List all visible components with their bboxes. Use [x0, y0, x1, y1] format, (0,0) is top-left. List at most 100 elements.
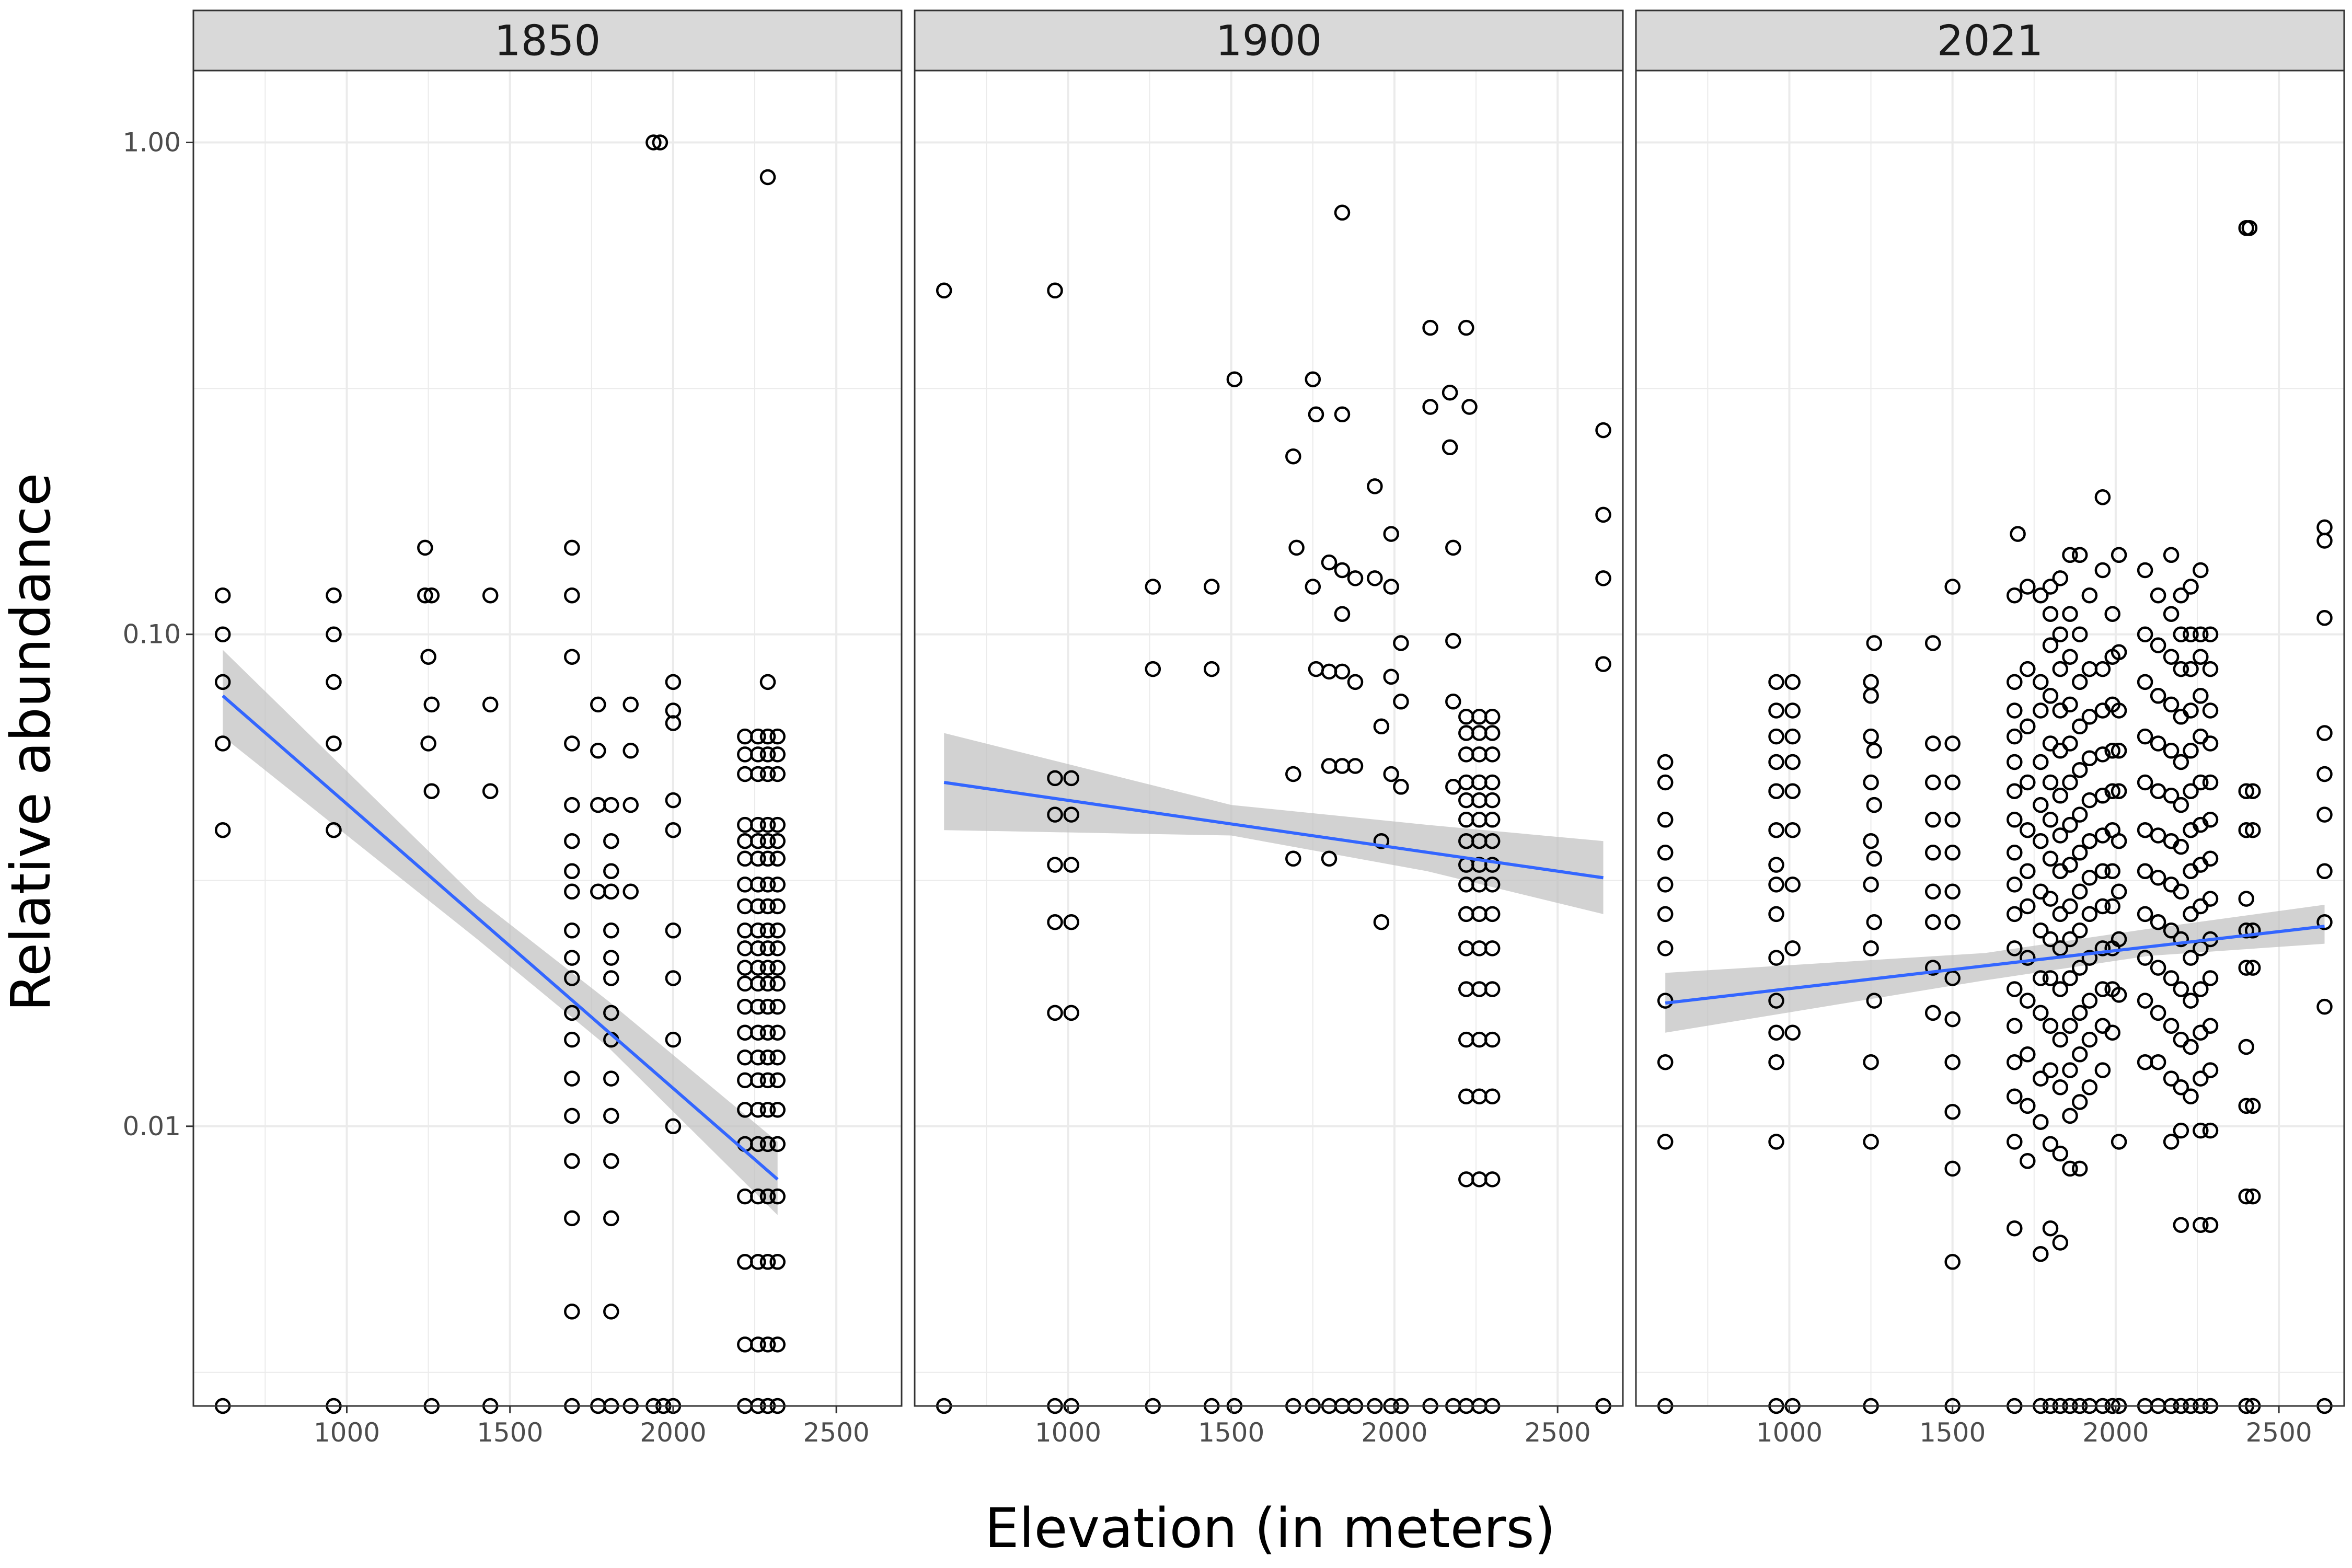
data-point: [1047, 1005, 1063, 1021]
data-point: [2137, 950, 2153, 966]
data-point: [2081, 587, 2098, 604]
data-point: [750, 940, 766, 956]
data-point: [603, 863, 619, 880]
data-point: [2183, 702, 2199, 719]
data-point: [1063, 857, 1079, 873]
panel-border: [914, 70, 1624, 1407]
data-point: [214, 626, 231, 642]
data-point: [2081, 709, 2098, 725]
data-point: [214, 674, 231, 690]
data-point: [665, 1118, 682, 1135]
data-point: [2020, 718, 2036, 735]
data-point: [1944, 735, 1961, 752]
data-point: [2062, 1160, 2078, 1177]
data-point: [2316, 609, 2333, 626]
y-axis-title: Relative abundance: [0, 473, 63, 1012]
data-point: [2094, 746, 2111, 763]
data-point: [603, 797, 619, 813]
data-point: [1924, 914, 1941, 930]
x-tick-label: 2000: [1361, 1417, 1427, 1448]
data-point: [1784, 754, 1801, 770]
y-tick-label: 0.01: [123, 1111, 181, 1142]
data-point: [2020, 1098, 2036, 1114]
data-point: [2150, 914, 2166, 930]
data-point: [1047, 282, 1063, 299]
data-point: [1863, 1054, 1879, 1070]
data-point: [769, 1072, 786, 1089]
data-point: [769, 833, 786, 849]
data-point: [2062, 547, 2078, 563]
data-point: [769, 1336, 786, 1353]
data-point: [2020, 1153, 2036, 1169]
data-point: [1484, 812, 1501, 828]
x-tick-label: 2500: [803, 1417, 869, 1448]
data-point: [423, 783, 440, 799]
data-point: [2042, 774, 2059, 791]
data-point: [1367, 478, 1383, 494]
data-point: [564, 587, 580, 604]
data-point: [2062, 735, 2078, 752]
data-point: [564, 735, 580, 752]
data-point: [603, 1005, 619, 1021]
panels-layer: 1850 1000 1500 2000 2500 0.01 0.10 1.00 1900 1000…: [123, 9, 2345, 1448]
data-point: [2020, 993, 2036, 1009]
data-point: [2137, 728, 2153, 745]
data-point: [750, 1336, 766, 1353]
data-point: [1924, 1005, 1941, 1021]
data-point: [1784, 1024, 1801, 1041]
data-point: [2081, 1031, 2098, 1048]
data-point: [2062, 931, 2078, 948]
y-tick-label: 0.10: [123, 619, 181, 650]
data-point: [2163, 547, 2180, 563]
data-point: [1484, 833, 1501, 849]
data-point: [2071, 1094, 2088, 1110]
data-point: [1305, 371, 1321, 387]
data-point: [1145, 579, 1161, 595]
data-point: [1784, 940, 1801, 956]
data-point: [1595, 656, 1611, 672]
data-point: [2052, 626, 2069, 642]
data-point: [1924, 635, 1941, 651]
data-point: [2163, 1134, 2180, 1150]
data-point: [759, 1336, 776, 1353]
data-point: [2033, 833, 2049, 849]
data-point: [2173, 754, 2189, 770]
data-point: [1657, 754, 1674, 770]
data-point: [590, 743, 606, 759]
data-point: [769, 1102, 786, 1118]
data-point: [750, 1049, 766, 1066]
data-point: [2007, 728, 2023, 745]
data-point: [2007, 783, 2023, 799]
data-point: [1334, 663, 1351, 680]
data-point: [564, 1070, 580, 1087]
data-point: [1768, 877, 1784, 893]
data-point: [2071, 547, 2088, 563]
data-point: [1657, 906, 1674, 923]
data-point: [1145, 661, 1161, 677]
data-point: [769, 850, 786, 867]
data-point: [2062, 1108, 2078, 1124]
data-point: [603, 883, 619, 900]
data-point: [759, 975, 776, 992]
data-point: [2173, 587, 2189, 604]
data-point: [2071, 1160, 2088, 1177]
data-point: [759, 728, 776, 745]
data-point: [2007, 1054, 2023, 1070]
data-point: [2081, 993, 2098, 1009]
data-point: [564, 1210, 580, 1227]
data-point: [590, 696, 606, 713]
panel-border: [1635, 70, 2345, 1407]
data-point: [2150, 637, 2166, 653]
data-point: [564, 1005, 580, 1021]
data-point: [1784, 728, 1801, 745]
data-point: [2071, 1046, 2088, 1063]
data-point: [2163, 1070, 2180, 1087]
data-point: [2173, 883, 2189, 900]
x-axis-title: Elevation (in meters): [985, 1496, 1555, 1560]
data-point: [1484, 774, 1501, 791]
data-point: [2033, 1114, 2049, 1130]
data-point: [2062, 898, 2078, 915]
data-point: [2137, 993, 2153, 1009]
data-point: [2150, 827, 2166, 844]
data-point: [769, 1254, 786, 1270]
